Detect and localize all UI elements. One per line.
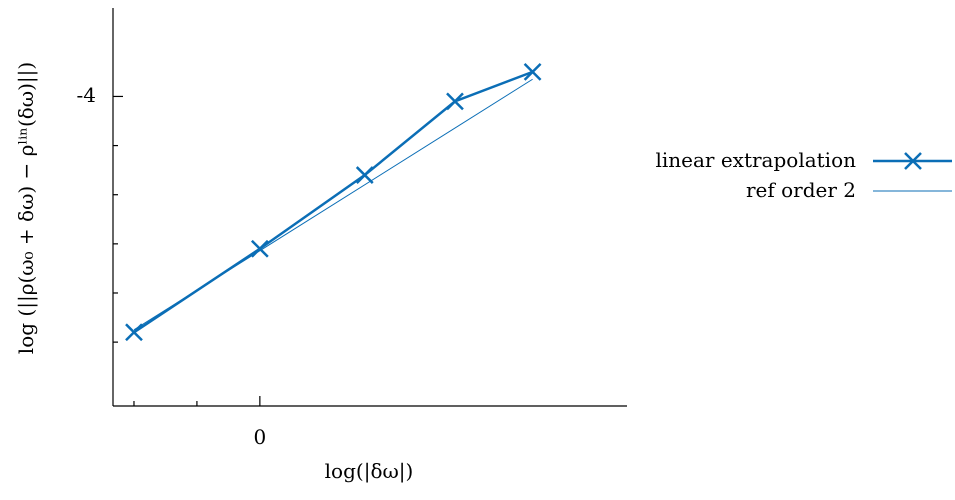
data-point-marker <box>446 92 464 111</box>
x-axis-label: log(|δω|) <box>325 459 414 484</box>
data-point-marker <box>355 166 374 184</box>
legend: linear extrapolation ref order 2 <box>655 148 952 202</box>
legend-label-linear-extrapolation: linear extrapolation <box>655 148 856 172</box>
x-tick-label: 0 <box>253 425 266 449</box>
legend-label-ref-order-2: ref order 2 <box>746 178 856 202</box>
legend-marker-x <box>904 152 922 170</box>
ticks <box>113 95 261 406</box>
legend-item-ref-order-2: ref order 2 <box>746 178 952 202</box>
plot-area <box>125 62 542 342</box>
axes: -4 0 <box>77 8 627 449</box>
series-line-linear-extrapolation <box>133 70 534 334</box>
data-point-marker <box>523 62 542 81</box>
y-tick-label: -4 <box>77 83 96 107</box>
series-line-ref-order-2 <box>133 78 533 331</box>
legend-item-linear-extrapolation: linear extrapolation <box>655 148 952 172</box>
y-axis-label: log (||ρ(ω₀ + δω) − ρˡⁱⁿ(δω)||) <box>14 62 39 354</box>
